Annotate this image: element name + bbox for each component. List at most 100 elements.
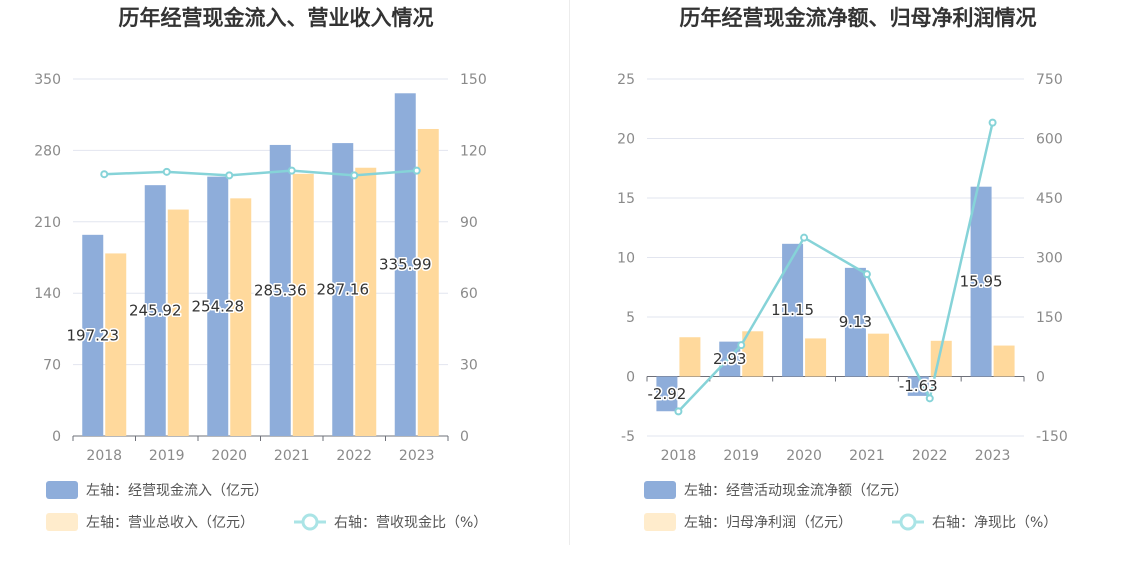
legend-label-series2: 左轴：归母净利润（亿元） [684,514,852,531]
left-axis-tick: 15 [617,191,635,207]
line-point [287,166,296,175]
legend-swatch-series1 [46,481,78,499]
line-series [104,169,417,177]
left-axis-tick: 5 [626,310,635,326]
chart-left-panel: 历年经营现金流入、营业收入情况 0 70 140 210 280 350 0 30 60 90 12… [34,6,487,531]
bar-series2 [292,173,314,437]
line-point [988,118,997,127]
bar-data-label: 287.16 [317,281,370,299]
bar-series2 [867,333,889,377]
right-axis-tick: 120 [460,143,487,159]
bar-series2 [417,128,439,437]
line-point [225,171,234,180]
bar-data-label: 335.99 [379,256,432,274]
bar-data-label: 9.13 [839,313,872,331]
left-axis-tick: 20 [617,132,635,148]
right-axis-tick: 0 [460,429,469,445]
left-axis-tick: 350 [34,72,61,88]
bar-series1 [269,144,291,436]
x-axis-tick: 2021 [274,448,310,464]
legend-label-series2: 左轴：营业总收入（亿元） [86,515,254,531]
right-axis-tick: 600 [1036,132,1063,148]
right-axis-tick: 150 [460,72,487,88]
legend-marker-series3 [899,513,917,531]
bar-series2 [679,337,701,377]
bar-series1 [82,234,104,436]
left-axis-tick: 10 [617,251,635,267]
legend-swatch-series1 [644,481,676,499]
bar-series1 [207,176,229,436]
chart-right-title: 历年经营现金流净额、归母净利润情况 [680,6,1037,30]
left-axis-tick: 140 [34,286,61,302]
line-point [674,407,683,416]
x-axis-tick: 2021 [849,448,885,464]
line-point [350,171,359,180]
line-point [412,166,421,175]
right-axis-tick: 300 [1036,251,1063,267]
bar-series2 [355,167,377,437]
bar-series1 [144,185,166,436]
chart-left-title: 历年经营现金流入、营业收入情况 [119,6,434,30]
left-axis-tick: 210 [34,215,61,231]
x-axis-tick: 2022 [336,448,372,464]
chart-right-panel: 历年经营现金流净额、归母净利润情况 -5 0 5 10 15 20 25 -150 0 150 30… [567,0,1134,582]
bar-series1 [782,243,804,377]
bar-series1 [332,143,354,436]
right-axis-tick: 90 [460,215,478,231]
legend-swatch-series2 [644,513,676,531]
legend-marker-series3 [301,513,319,531]
bar-series2 [805,338,827,377]
x-axis-tick: 2018 [661,448,697,464]
left-axis-tick: -5 [621,429,635,445]
bar-series2 [742,331,764,377]
bar-series2 [993,345,1015,377]
legend-label-series1: 左轴：经营现金流入（亿元） [86,483,268,499]
bar-series1 [844,267,866,377]
bar-data-label: 245.92 [129,302,182,320]
bar-series1 [656,376,678,412]
bar-data-label: -2.92 [648,385,687,403]
right-axis-tick: 60 [460,286,478,302]
x-axis-tick: 2019 [723,448,759,464]
bar-series2 [230,198,252,436]
chart-left: 历年经营现金流入、营业收入情况 0 70 140 210 280 350 0 30 60 90 12… [34,6,487,531]
right-axis-tick: 30 [460,358,478,374]
bar-data-label: 11.15 [771,301,814,319]
right-axis-tick: 450 [1036,191,1063,207]
legend-label-series3: 右轴：营收现金比（%） [334,515,487,531]
bar-data-label: 254.28 [192,297,245,315]
x-axis-tick: 2022 [912,448,948,464]
line-point [925,394,934,403]
bar-series1 [394,93,416,437]
bar-data-label: -1.63 [899,377,938,395]
x-axis-tick: 2019 [149,448,185,464]
bar-data-label: 15.95 [960,273,1003,291]
bar-data-label: 285.36 [254,281,307,299]
x-axis-tick: 2023 [399,448,435,464]
left-axis-tick: 0 [626,370,635,386]
legend-label-series3: 右轴：净现比（%） [932,515,1057,531]
bar-data-label: 2.93 [713,350,746,368]
left-axis-tick: 280 [34,143,61,159]
line-point [100,170,109,179]
line-point [800,233,809,242]
right-axis-tick: 0 [1036,370,1045,386]
bar-series2 [167,209,189,436]
x-axis-tick: 2020 [211,448,247,464]
bar-data-label: 197.23 [67,326,120,344]
bar-series1 [970,186,992,377]
right-axis-tick: 150 [1036,310,1063,326]
line-series [677,122,994,413]
left-axis-tick: 25 [617,72,635,88]
x-axis-tick: 2020 [786,448,822,464]
line-point [737,341,746,350]
line-point [862,270,871,279]
legend-label-series1: 左轴：经营活动现金流净额（亿元） [684,483,908,499]
x-axis-tick: 2018 [86,448,122,464]
legend-swatch-series2 [46,513,78,531]
right-axis-tick: 750 [1036,72,1063,88]
bar-series2 [105,253,127,436]
left-axis-tick: 0 [52,429,61,445]
bar-series1 [907,376,929,396]
chart-right: 历年经营现金流净额、归母净利润情况 -5 0 5 10 15 20 25 -150 0 150 30… [617,6,1068,531]
